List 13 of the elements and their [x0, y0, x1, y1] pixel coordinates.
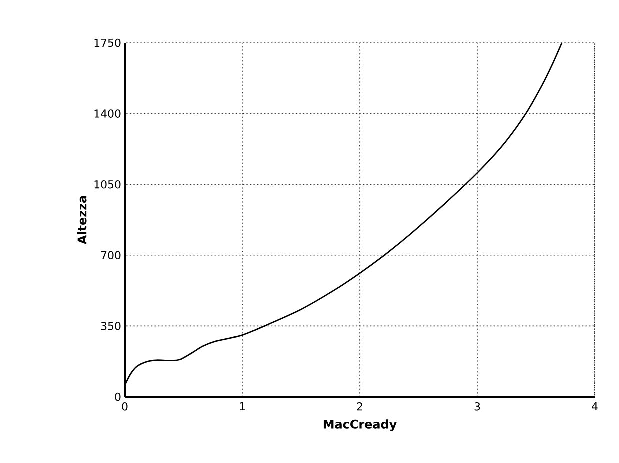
y-tick-label: 1400 — [94, 110, 121, 118]
x-tick-label: 1 — [240, 402, 245, 411]
x-axis-title: MacCready — [324, 420, 397, 432]
x-tick-label: 0 — [122, 402, 128, 411]
y-tick-label: 1050 — [94, 180, 121, 189]
y-tick-label: 0 — [115, 392, 121, 402]
y-tick-label: 1750 — [94, 38, 121, 48]
x-tick-label: 3 — [474, 402, 480, 411]
y-tick-label: 700 — [101, 251, 121, 260]
y-tick-label: 350 — [101, 322, 121, 330]
y-axis-title: Altezza — [78, 196, 87, 245]
x-tick-label: 2 — [357, 402, 362, 411]
x-tick-label: 4 — [592, 402, 598, 411]
